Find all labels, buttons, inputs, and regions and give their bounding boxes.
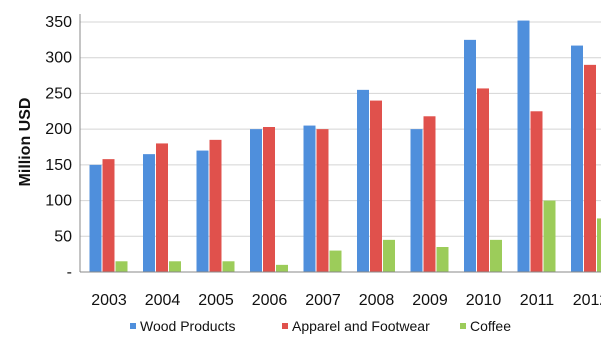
bar-coffee-2008 (383, 239, 395, 272)
legend-label: Wood Products (140, 318, 235, 334)
x-tick-label: 2011 (520, 292, 555, 309)
x-tick-label: 2003 (91, 292, 127, 309)
y-tick-label: - (67, 264, 72, 281)
bar-coffee-2009 (436, 247, 449, 272)
y-tick-labels: - 50 100 150 200 250 300 350 (45, 14, 72, 281)
bar-apparel-and-footwear-2004 (156, 143, 168, 272)
bar-coffee-2005 (222, 261, 235, 272)
legend-swatch (460, 323, 466, 329)
x-tick-label: 2005 (198, 292, 234, 309)
x-tick-label: 2007 (305, 292, 341, 309)
bar-wood-products-2009 (410, 129, 423, 272)
x-tick-label: 2006 (252, 292, 288, 309)
bar-wood-products-2003 (89, 164, 102, 272)
bar-coffee-2006 (276, 264, 288, 272)
bar-coffee-2004 (169, 261, 181, 272)
legend-swatch (130, 323, 136, 329)
legend-swatch (282, 323, 288, 329)
y-tick-label: 300 (45, 50, 72, 67)
y-tick-label: 100 (45, 193, 72, 210)
bar-wood-products-2004 (143, 154, 155, 272)
bar-apparel-and-footwear-2008 (370, 100, 382, 272)
bar-apparel-and-footwear-2003 (102, 159, 115, 272)
bar-coffee-2011 (543, 200, 556, 272)
bar-apparel-and-footwear-2012 (584, 64, 596, 272)
bar-apparel-and-footwear-2009 (423, 116, 436, 273)
x-tick-label: 2004 (145, 292, 181, 309)
y-tick-label: 350 (45, 14, 72, 31)
bar-wood-products-2011 (517, 20, 530, 273)
bar-apparel-and-footwear-2007 (316, 129, 329, 272)
bar-apparel-and-footwear-2011 (530, 111, 543, 273)
bar-wood-products-2007 (303, 125, 316, 272)
y-axis-label: Million USD (17, 98, 34, 187)
bar-wood-products-2010 (464, 39, 476, 272)
bar-coffee-2007 (329, 250, 342, 272)
legend-label: Apparel and Footwear (292, 318, 430, 334)
legend: Wood Products Apparel and Footwear Coffee (130, 318, 511, 334)
bar-wood-products-2012 (571, 45, 583, 273)
bar-coffee-2003 (115, 261, 128, 272)
bar-coffee-2012 (597, 218, 601, 272)
y-tick-label: 250 (45, 85, 72, 102)
x-tick-label: 2008 (359, 292, 395, 309)
y-tick-label: 200 (45, 121, 72, 138)
bar-wood-products-2006 (250, 129, 262, 272)
bar-apparel-and-footwear-2010 (477, 88, 489, 272)
axes (79, 14, 601, 273)
bar-apparel-and-footwear-2006 (263, 127, 275, 272)
legend-label: Coffee (470, 318, 511, 334)
y-tick-label: 150 (45, 157, 72, 174)
bar-coffee-2010 (490, 239, 502, 272)
bars (89, 20, 601, 273)
bar-wood-products-2008 (357, 89, 369, 272)
bar-wood-products-2005 (196, 150, 209, 272)
y-tick-label: 50 (54, 228, 72, 245)
x-tick-labels: 2003 2004 2005 2006 2007 2008 2009 2010 2011 2012 (91, 292, 601, 309)
x-tick-label: 2010 (466, 292, 502, 309)
x-tick-label: 2009 (412, 292, 448, 309)
bar-apparel-and-footwear-2005 (209, 139, 222, 272)
x-tick-label: 2012 (573, 292, 601, 309)
